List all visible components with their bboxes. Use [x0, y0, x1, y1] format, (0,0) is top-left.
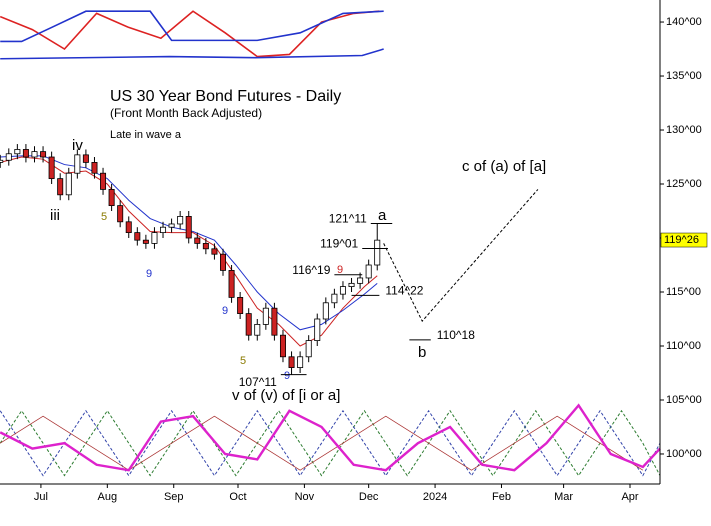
y-tick-label: 130^00	[666, 124, 702, 136]
candle-body	[322, 302, 329, 320]
candle-body	[0, 159, 4, 163]
series-line	[0, 409, 661, 477]
y-tick-label: 105^00	[666, 394, 702, 406]
series-line	[0, 48, 384, 60]
series-line	[0, 10, 384, 43]
candle-body	[297, 356, 304, 368]
candle-body	[57, 178, 64, 196]
wave-label: iv	[72, 137, 83, 154]
count-label: 9	[222, 305, 228, 317]
candle-body	[91, 162, 98, 174]
candle-body	[142, 239, 149, 244]
candle-body	[202, 243, 209, 250]
candle-body	[14, 149, 21, 155]
series-line	[0, 10, 380, 58]
candle-body	[177, 216, 184, 225]
candle-body	[262, 307, 269, 325]
candle-body	[271, 307, 278, 336]
x-tick-label: Mar	[554, 491, 573, 503]
candle-body	[117, 205, 124, 223]
series-line	[0, 403, 661, 472]
candle-body	[219, 253, 226, 271]
series-line	[383, 189, 539, 323]
x-tick-label: Apr	[621, 491, 638, 503]
candle-body	[237, 296, 244, 314]
wave-label: c of (a) of [a]	[462, 158, 546, 175]
candle-body	[74, 154, 81, 174]
chart-title: US 30 Year Bond Futures - Daily	[110, 88, 341, 105]
level-label: 116^19	[292, 263, 330, 277]
x-tick-label: Dec	[359, 491, 379, 503]
count-label: 9	[146, 268, 152, 280]
y-tick-label: 140^00	[666, 16, 702, 28]
candle-body	[305, 340, 312, 358]
level-label: 107^11	[239, 375, 277, 389]
level-label: 114^22	[385, 284, 423, 298]
candle-body	[194, 237, 201, 244]
wave-label: b	[418, 344, 426, 361]
x-tick-label: Aug	[98, 491, 118, 503]
candle-body	[5, 153, 12, 161]
y-tick-label: 125^00	[666, 178, 702, 190]
series-line	[0, 155, 378, 331]
candle-body	[185, 216, 192, 239]
candle-body	[228, 270, 235, 298]
level-label: 121^11	[329, 212, 367, 226]
candle-body	[48, 156, 55, 180]
wave-label: a	[378, 207, 387, 224]
x-tick-label: Feb	[492, 491, 511, 503]
candle-body	[160, 226, 167, 234]
count-label: 9	[284, 370, 290, 382]
y-tick-label: 115^00	[666, 286, 701, 298]
candle-body	[254, 323, 261, 336]
candle-body	[82, 154, 89, 163]
x-tick-label: Jul	[34, 491, 48, 503]
candle-body	[339, 286, 346, 295]
candle-body	[211, 248, 218, 255]
note: Late in wave a	[110, 129, 182, 141]
y-tick-label: 110^00	[666, 340, 701, 352]
chart-subtitle: (Front Month Back Adjusted)	[110, 106, 262, 120]
candle-body	[22, 149, 29, 158]
y-tick-label: 100^00	[666, 448, 702, 460]
candle-body	[168, 223, 175, 228]
candle-body	[348, 282, 355, 287]
candle-body	[288, 356, 295, 368]
last-price-box	[660, 232, 708, 248]
level-label: 119^01	[320, 237, 358, 251]
level-label: 110^18	[437, 328, 475, 342]
candle-body	[357, 277, 364, 284]
candle-body	[374, 239, 381, 266]
count-label: 9	[337, 264, 343, 276]
series-line	[0, 156, 378, 347]
last-price-label: 119^26	[664, 234, 699, 246]
candle-body	[65, 172, 72, 196]
candle-body	[151, 232, 158, 244]
series-line	[0, 409, 661, 477]
candle-body	[100, 172, 107, 190]
x-tick-label: Oct	[229, 491, 246, 503]
candle-body	[331, 293, 338, 304]
count-label: 5	[101, 211, 107, 223]
candle-body	[125, 221, 132, 234]
candle-body	[245, 313, 252, 336]
y-tick-label: 135^00	[666, 70, 702, 82]
candle-body	[279, 334, 286, 358]
series-line	[0, 415, 644, 471]
wave-label: v of (v) of [i or a]	[232, 387, 340, 404]
candle-body	[40, 151, 47, 158]
x-tick-label: Sep	[164, 491, 184, 503]
candle-body	[134, 232, 141, 241]
candle-body	[365, 264, 372, 279]
x-tick-label: Nov	[295, 491, 315, 503]
candle-body	[31, 151, 38, 158]
x-tick-label: 2024	[423, 491, 447, 503]
wave-label: iii	[50, 207, 60, 224]
candle-body	[108, 189, 115, 207]
count-label: 5	[240, 355, 246, 367]
candle-body	[314, 318, 321, 341]
